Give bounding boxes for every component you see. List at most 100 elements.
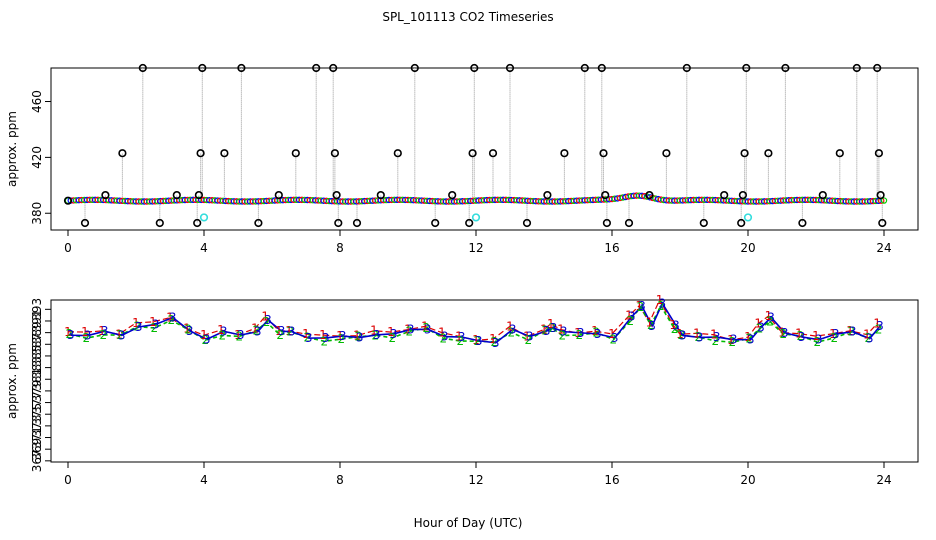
series-3-marker: 3 bbox=[220, 324, 228, 338]
top-panel: approx. ppm 0 4 8 12 16 20 24 380 420 460 bbox=[5, 63, 919, 255]
series-1-marker: 1 bbox=[523, 330, 531, 344]
series-1-marker: 1 bbox=[608, 327, 616, 341]
series-1-marker: 1 bbox=[829, 327, 837, 341]
series-3-marker: 3 bbox=[509, 322, 517, 336]
series-1-marker: 1 bbox=[676, 327, 684, 341]
spike-point bbox=[818, 190, 827, 200]
series-2-marker: 2 bbox=[219, 328, 227, 342]
spike-point bbox=[194, 190, 203, 200]
series-3-marker: 3 bbox=[866, 332, 874, 346]
series-3-marker: 3 bbox=[254, 325, 262, 339]
series-2-marker: 2 bbox=[185, 323, 193, 337]
spike-point bbox=[448, 190, 457, 200]
series-3-marker: 3 bbox=[424, 322, 432, 336]
spike-point bbox=[602, 218, 612, 228]
series-2-marker: 2 bbox=[508, 325, 516, 339]
spike-point bbox=[237, 63, 246, 73]
spike-point bbox=[465, 218, 474, 228]
spike-point bbox=[352, 218, 362, 228]
spike-point bbox=[468, 149, 477, 158]
series-3-marker: 3 bbox=[169, 310, 177, 324]
series-1-line bbox=[67, 298, 878, 341]
series-1-marker: 1 bbox=[540, 322, 548, 336]
cyan-point bbox=[199, 213, 209, 222]
series-1-marker: 1 bbox=[98, 324, 106, 338]
series-3-marker: 3 bbox=[458, 330, 466, 344]
series-1-marker: 1 bbox=[765, 309, 773, 323]
series-3-marker: 3 bbox=[390, 327, 398, 341]
series-1-marker: 1 bbox=[795, 327, 803, 341]
series-2-marker: 2 bbox=[647, 318, 655, 332]
spike-point bbox=[798, 218, 807, 228]
series-3-marker: 3 bbox=[492, 336, 500, 350]
spike-point bbox=[274, 190, 283, 200]
series-3-marker: 3 bbox=[560, 325, 568, 339]
spike-point bbox=[138, 63, 147, 73]
series-1-marker: 1 bbox=[81, 325, 89, 339]
series-2-line bbox=[69, 304, 880, 344]
spike-point bbox=[645, 190, 654, 200]
cyan-point bbox=[743, 213, 753, 222]
series-1-marker: 1 bbox=[472, 333, 480, 347]
cyan-point bbox=[471, 213, 481, 222]
spike-point bbox=[740, 149, 749, 158]
spike-point bbox=[101, 190, 110, 200]
series-3-marker: 3 bbox=[832, 327, 840, 341]
series-1-marker: 1 bbox=[149, 315, 157, 329]
series-2-marker: 2 bbox=[576, 328, 584, 342]
series-2-marker: 2 bbox=[780, 327, 788, 341]
top-x-tick-label: 24 bbox=[876, 241, 891, 255]
spike-point bbox=[196, 149, 205, 158]
series-2-marker: 2 bbox=[797, 329, 805, 343]
series-2-marker: 2 bbox=[457, 334, 465, 348]
spike-point bbox=[624, 218, 634, 228]
series-2-marker: 2 bbox=[593, 326, 601, 340]
spike-point bbox=[505, 63, 515, 73]
series-3-marker: 3 bbox=[152, 317, 160, 331]
figure-title: SPL_101113 CO2 Timeseries bbox=[382, 10, 553, 24]
spike-point bbox=[874, 149, 884, 158]
series-1-marker: 1 bbox=[656, 293, 664, 307]
top-y-axis-label: approx. ppm bbox=[5, 111, 19, 187]
top-spike-points bbox=[63, 63, 887, 228]
series-2-marker: 2 bbox=[134, 320, 142, 334]
series-3-marker: 3 bbox=[713, 330, 721, 344]
series-3-marker: 3 bbox=[203, 332, 211, 346]
spike-point bbox=[876, 190, 885, 200]
bottom-x-tick-label: 20 bbox=[740, 473, 755, 487]
series-2-marker: 2 bbox=[678, 328, 686, 342]
bottom-y-tick-label: 379 bbox=[30, 379, 44, 402]
series-1-marker: 1 bbox=[635, 299, 643, 313]
series-2-marker: 2 bbox=[236, 329, 244, 343]
spike-point bbox=[699, 218, 708, 228]
bottom-y-tick-label: 389 bbox=[30, 321, 44, 344]
bottom-x-tick-label: 8 bbox=[336, 473, 344, 487]
series-2-marker: 2 bbox=[338, 332, 346, 346]
spike-point bbox=[601, 190, 610, 200]
top-x-tick-label: 4 bbox=[200, 241, 208, 255]
series-3-marker: 3 bbox=[594, 327, 602, 341]
bottom-panel: approx. ppm 0 4 8 12 16 20 2436736937137337537… bbox=[5, 293, 919, 487]
series-2-marker: 2 bbox=[276, 328, 284, 342]
series-1-marker: 1 bbox=[166, 311, 174, 325]
series-3-marker: 3 bbox=[757, 321, 765, 335]
series-3-marker: 3 bbox=[322, 331, 330, 345]
bottom-y-tick-label: 383 bbox=[30, 356, 44, 379]
series-1-marker: 1 bbox=[353, 329, 361, 343]
series-2-marker: 2 bbox=[766, 314, 774, 328]
series-2-marker: 2 bbox=[168, 313, 176, 327]
bottom-y-tick-label: 377 bbox=[30, 391, 44, 414]
bottom-axis-ticks: 0 4 8 12 16 20 2436736937137337537737938138338… bbox=[30, 298, 892, 487]
series-2-marker: 2 bbox=[756, 322, 764, 336]
series-1-marker: 1 bbox=[285, 324, 293, 338]
bottom-x-tick-label: 0 bbox=[64, 473, 72, 487]
spike-point bbox=[543, 190, 552, 200]
spike-point bbox=[781, 63, 790, 73]
series-2-marker: 2 bbox=[831, 331, 839, 345]
series-1-marker: 1 bbox=[336, 329, 344, 343]
series-2-marker: 2 bbox=[542, 323, 550, 337]
series-1-marker: 1 bbox=[404, 323, 412, 337]
bottom-y-tick-label: 381 bbox=[30, 368, 44, 391]
series-2-marker: 2 bbox=[321, 334, 329, 348]
